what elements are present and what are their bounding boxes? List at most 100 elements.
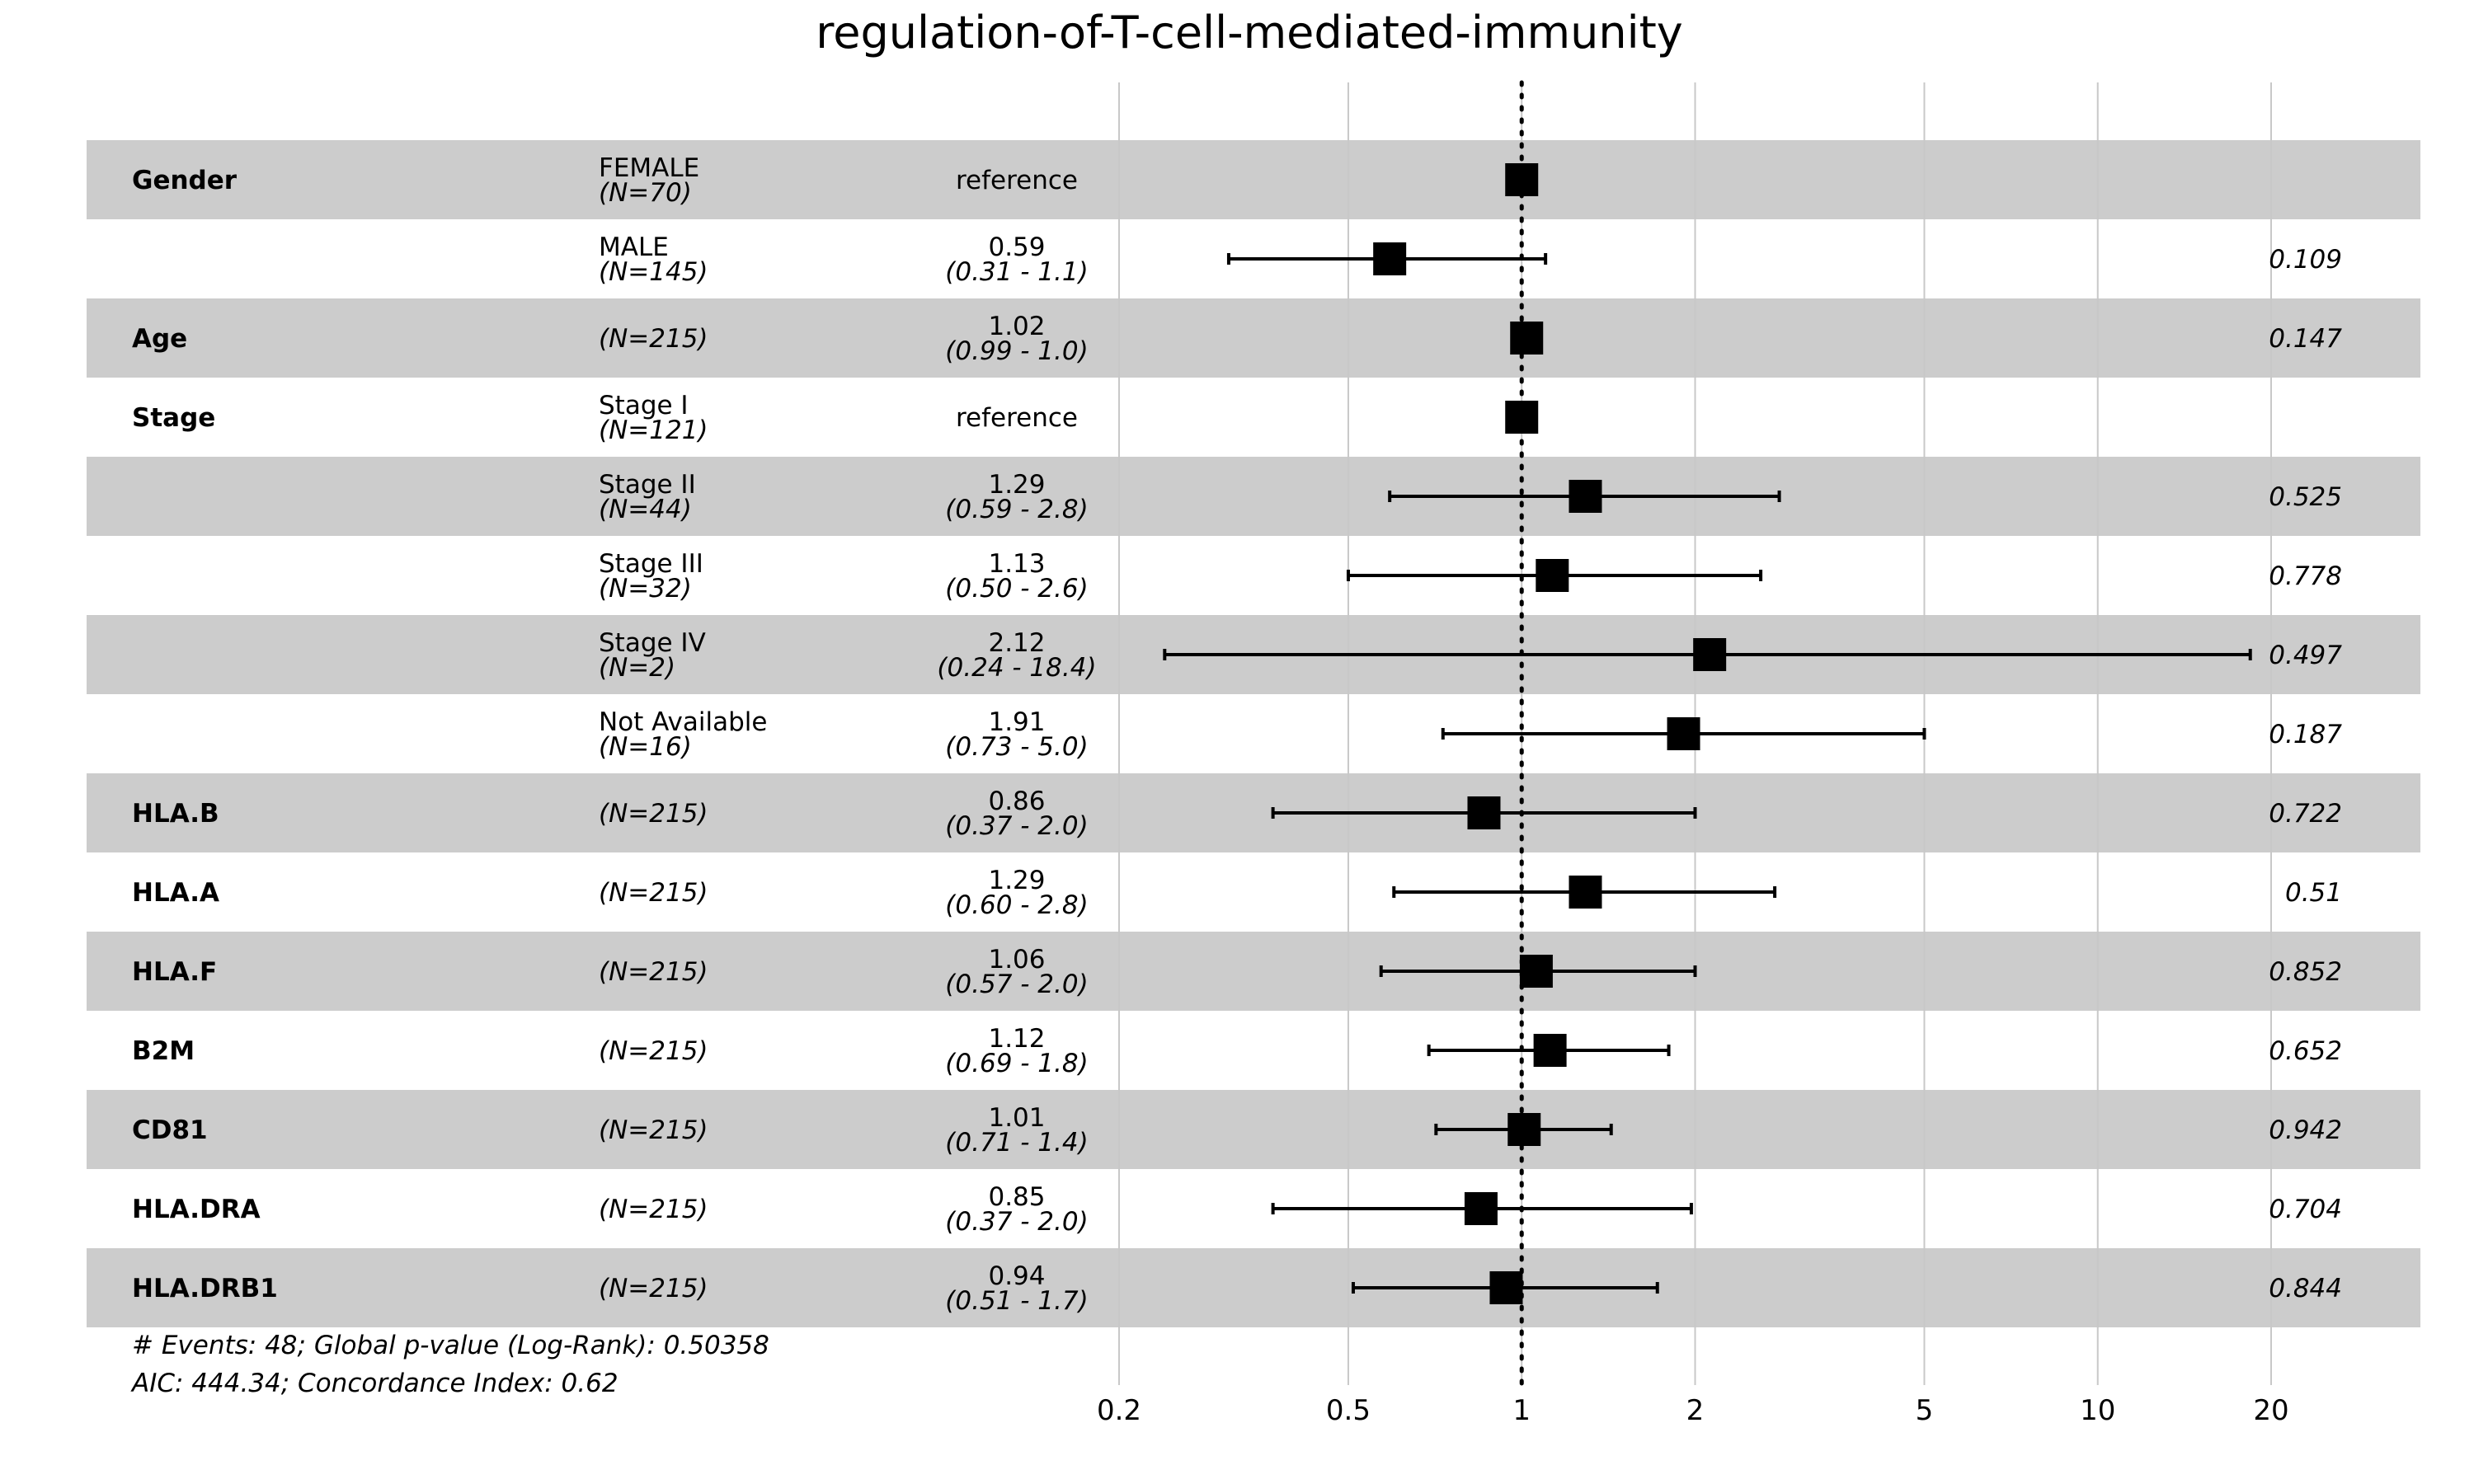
row-band-shaded bbox=[87, 457, 2420, 536]
n-label: (N=32) bbox=[599, 574, 692, 603]
n-label: (N=215) bbox=[599, 1036, 708, 1066]
n-label: (N=2) bbox=[599, 653, 675, 683]
level-label: Stage IV bbox=[599, 628, 706, 658]
n-label: (N=215) bbox=[599, 1115, 708, 1145]
variable-label: Gender bbox=[132, 166, 238, 195]
n-label: (N=215) bbox=[599, 1195, 708, 1224]
row-band-shaded bbox=[87, 1248, 2420, 1327]
hr-estimate-label: 0.59 bbox=[988, 232, 1045, 262]
hr-estimate-label: 1.06 bbox=[988, 945, 1045, 974]
hr-estimate-label: 1.01 bbox=[988, 1103, 1045, 1133]
ci-label: (0.37 - 2.0) bbox=[945, 811, 1088, 841]
hr-estimate-label: 2.12 bbox=[988, 628, 1045, 658]
n-label: (N=44) bbox=[599, 495, 692, 524]
hr-point-marker bbox=[1489, 1271, 1523, 1304]
n-label: (N=215) bbox=[599, 324, 708, 354]
row-backgrounds bbox=[87, 140, 2420, 1327]
row-band-shaded bbox=[87, 932, 2420, 1011]
p-value-label: 0.852 bbox=[2269, 957, 2342, 987]
footnote-aic: AIC: 444.34; Concordance Index: 0.62 bbox=[130, 1369, 618, 1398]
hr-estimate-label: 1.13 bbox=[988, 549, 1045, 579]
ci-label: (0.59 - 2.8) bbox=[945, 495, 1088, 524]
p-value-label: 0.722 bbox=[2269, 799, 2342, 829]
p-value-label: 0.109 bbox=[2269, 245, 2342, 275]
n-label: (N=215) bbox=[599, 878, 708, 908]
level-label: Stage I bbox=[599, 391, 689, 420]
n-label: (N=70) bbox=[599, 178, 692, 208]
reference-label: reference bbox=[956, 166, 1078, 195]
table-columns: Gender FEMALE(N=70) reference MALE(N=145) 0.… bbox=[132, 153, 2342, 1316]
p-value-label: 0.704 bbox=[2269, 1195, 2342, 1224]
hr-point-marker bbox=[1507, 1113, 1541, 1146]
n-label: (N=145) bbox=[599, 257, 708, 287]
row-band-shaded bbox=[87, 773, 2420, 852]
hr-point-marker bbox=[1693, 638, 1727, 671]
x-tick-label: 10 bbox=[2080, 1394, 2115, 1427]
x-tick-label: 20 bbox=[2253, 1394, 2288, 1427]
variable-label: HLA.DRA bbox=[132, 1195, 261, 1224]
p-value-label: 0.147 bbox=[2269, 324, 2342, 354]
p-value-label: 0.652 bbox=[2269, 1036, 2342, 1066]
hr-estimate-label: 0.94 bbox=[988, 1261, 1045, 1291]
footnote-events: # Events: 48; Global p-value (Log-Rank):… bbox=[132, 1331, 769, 1360]
hr-point-marker bbox=[1467, 796, 1501, 829]
n-label: (N=215) bbox=[599, 957, 708, 987]
x-tick-label: 0.5 bbox=[1326, 1394, 1371, 1427]
variable-label: HLA.B bbox=[132, 799, 219, 829]
p-value-label: 0.497 bbox=[2269, 641, 2342, 670]
n-label: (N=215) bbox=[599, 1274, 708, 1303]
hr-estimate-label: 0.86 bbox=[988, 787, 1045, 816]
level-label: MALE bbox=[599, 232, 669, 262]
hr-estimate-label: 1.29 bbox=[988, 866, 1045, 895]
p-value-label: 0.778 bbox=[2269, 561, 2342, 591]
p-value-label: 0.844 bbox=[2269, 1274, 2342, 1303]
variable-label: HLA.A bbox=[132, 878, 219, 908]
p-value-label: 0.51 bbox=[2285, 878, 2342, 908]
hr-point-marker bbox=[1569, 480, 1602, 513]
hr-estimate-label: 1.91 bbox=[988, 707, 1045, 737]
hr-estimate-label: 0.85 bbox=[988, 1182, 1045, 1212]
level-label: Stage II bbox=[599, 470, 696, 500]
level-label: Not Available bbox=[599, 707, 767, 737]
x-tick-label: 1 bbox=[1512, 1394, 1531, 1427]
ci-label: (0.51 - 1.7) bbox=[945, 1286, 1088, 1316]
ci-label: (0.71 - 1.4) bbox=[945, 1128, 1088, 1158]
ci-label: (0.69 - 1.8) bbox=[945, 1049, 1088, 1078]
hr-estimate-label: 1.02 bbox=[988, 312, 1045, 341]
x-tick-label: 0.2 bbox=[1097, 1394, 1141, 1427]
x-tick-label: 2 bbox=[1686, 1394, 1705, 1427]
hr-point-marker bbox=[1667, 717, 1700, 750]
row-band-shaded bbox=[87, 298, 2420, 378]
n-label: (N=121) bbox=[599, 416, 708, 445]
reference-label: reference bbox=[956, 403, 1078, 433]
level-label: FEMALE bbox=[599, 153, 699, 183]
variable-label: CD81 bbox=[132, 1115, 208, 1145]
hr-point-marker bbox=[1536, 559, 1569, 592]
variable-label: HLA.F bbox=[132, 957, 217, 987]
hr-point-marker bbox=[1464, 1192, 1498, 1225]
level-label: Stage III bbox=[599, 549, 703, 579]
hr-point-marker bbox=[1569, 876, 1602, 909]
p-value-label: 0.187 bbox=[2269, 720, 2342, 749]
ci-label: (0.50 - 2.6) bbox=[945, 574, 1088, 603]
ci-label: (0.24 - 18.4) bbox=[937, 653, 1096, 683]
ci-label: (0.37 - 2.0) bbox=[945, 1207, 1088, 1237]
ci-label: (0.99 - 1.0) bbox=[945, 336, 1088, 366]
x-tick-label: 5 bbox=[1916, 1394, 1934, 1427]
ci-label: (0.57 - 2.0) bbox=[945, 970, 1088, 999]
row-band-shaded bbox=[87, 1090, 2420, 1169]
p-value-label: 0.525 bbox=[2269, 482, 2342, 512]
variable-label: Stage bbox=[132, 403, 215, 433]
n-label: (N=215) bbox=[599, 799, 708, 829]
p-value-label: 0.942 bbox=[2269, 1115, 2342, 1145]
variable-label: B2M bbox=[132, 1036, 195, 1066]
hr-point-marker bbox=[1373, 242, 1407, 275]
ci-label: (0.31 - 1.1) bbox=[945, 257, 1088, 287]
row-band-shaded bbox=[87, 140, 2420, 219]
n-label: (N=16) bbox=[599, 732, 692, 762]
chart-title: regulation-of-T-cell-mediated-immunity bbox=[816, 7, 1682, 59]
x-axis-tick-labels: 0.2 0.5 1 2 5 10 20 bbox=[1097, 1394, 2289, 1427]
hr-estimate-label: 1.12 bbox=[988, 1024, 1045, 1054]
hr-estimate-label: 1.29 bbox=[988, 470, 1045, 500]
